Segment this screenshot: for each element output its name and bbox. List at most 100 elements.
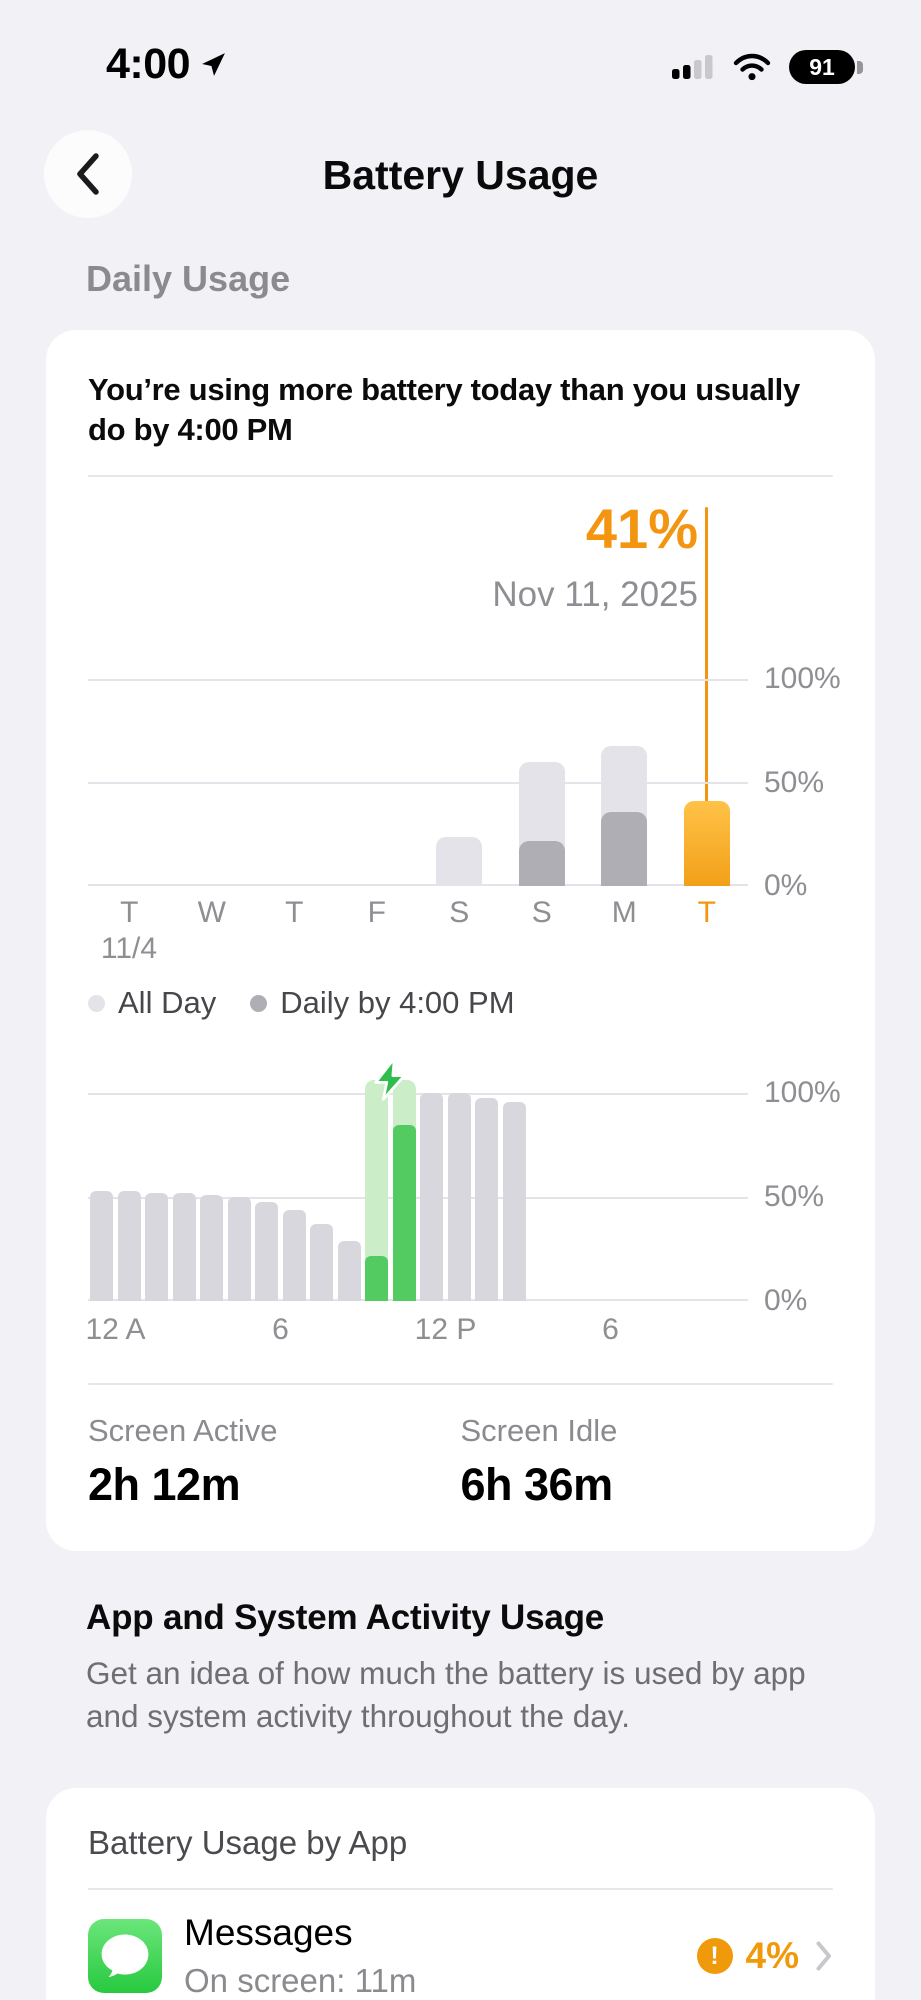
back-button[interactable] (44, 130, 132, 218)
weekly-x-label: T (120, 896, 139, 930)
hourly-battery-bar[interactable] (475, 1097, 499, 1302)
legend-dot-daily (250, 994, 268, 1012)
app-usage-row-messages[interactable]: Messages On screen: 11m 4% (88, 1912, 833, 2000)
hourly-battery-bar[interactable] (117, 1191, 141, 1302)
weekly-usage-chart: 41% Nov 11, 2025 100% 50% 0% T W T F S S M T 11… (88, 489, 841, 969)
status-bar-icons: 91 (671, 50, 863, 84)
app-card-title: Battery Usage by App (88, 1824, 408, 1861)
weekly-bar-today[interactable] (683, 801, 730, 887)
charging-bolt-icon (374, 1057, 406, 1102)
legend-dot-all-day (88, 994, 105, 1012)
activity-section-description: Get an idea of how much the battery is u… (86, 1655, 806, 1734)
screen-idle-label: Screen Idle (460, 1413, 618, 1449)
location-arrow-icon (202, 53, 226, 76)
app-text-block: Messages On screen: 11m (184, 1912, 416, 2000)
screen-time-stats: Screen Active 2h 12m Screen Idle 6h 36m (88, 1413, 833, 1511)
selected-date: Nov 11, 2025 (492, 575, 698, 615)
weekly-x-label: W (197, 896, 226, 930)
weekly-x-label: S (531, 896, 552, 930)
status-bar-time: 4:00 (106, 40, 227, 89)
selected-percent: 41% (585, 497, 698, 561)
hourly-battery-bar[interactable] (172, 1193, 196, 1302)
hourly-battery-bar[interactable] (392, 1124, 416, 1302)
cellular-signal-icon (672, 55, 713, 79)
y-tick-50: 50% (764, 1180, 825, 1214)
weekly-x-label: M (611, 896, 637, 930)
daily-usage-section-label: Daily Usage (86, 258, 291, 299)
hourly-battery-bar[interactable] (447, 1093, 471, 1302)
selected-day-line (705, 507, 708, 887)
app-name: Messages (184, 1912, 353, 1953)
y-tick-50: 50% (764, 766, 825, 800)
weekly-x-label: S (449, 896, 470, 930)
weekly-bar-daily[interactable] (518, 840, 565, 887)
divider (88, 475, 833, 478)
gridline-50 (88, 782, 748, 785)
gridline-100 (88, 1093, 748, 1096)
clock-text: 4:00 (106, 40, 191, 88)
hourly-plot (88, 1057, 748, 1302)
chevron-right-icon (815, 1940, 833, 1972)
gridline-0 (88, 1299, 748, 1302)
gridline-0 (88, 884, 748, 887)
battery-indicator: 91 (789, 50, 863, 84)
wifi-icon (733, 53, 771, 81)
weekly-x-sublabel: 11/4 (100, 932, 158, 966)
hourly-x-label: 6 (602, 1313, 619, 1347)
screen-idle-stat: Screen Idle 6h 36m (461, 1413, 834, 1511)
gridline-100 (88, 679, 748, 682)
hourly-battery-bar[interactable] (255, 1201, 279, 1302)
hourly-battery-chart: 100% 50% 0% 12 A 6 12 P 6 (85, 1047, 841, 1349)
app-battery-percent: 4% (745, 1935, 799, 1976)
hourly-battery-bar[interactable] (310, 1224, 334, 1302)
battery-pill: 91 (789, 50, 855, 84)
activity-section-title: App and System Activity Usage (86, 1598, 605, 1637)
page-title: Battery Usage (322, 152, 599, 198)
hourly-x-label: 6 (272, 1313, 289, 1347)
hourly-battery-bar[interactable] (145, 1193, 169, 1302)
hourly-battery-bar[interactable] (420, 1093, 444, 1302)
hourly-battery-bar[interactable] (365, 1255, 389, 1302)
activity-usage-section: App and System Activity Usage Get an ide… (86, 1598, 853, 1737)
y-tick-100: 100% (764, 662, 841, 696)
divider (88, 1383, 833, 1386)
app-screen-time: On screen: 11m (184, 1962, 417, 1999)
weekly-x-label: T (285, 896, 304, 930)
chart-legend: All Day Daily by 4:00 PM (88, 985, 833, 1021)
weekly-plot (88, 679, 748, 887)
hourly-battery-bar[interactable] (337, 1241, 361, 1302)
weekly-x-label: T (697, 896, 716, 930)
selected-day-callout: 41% Nov 11, 2025 (88, 501, 698, 615)
app-row-right: 4% (696, 1935, 833, 1977)
screen-idle-value: 6h 36m (460, 1459, 614, 1511)
screen-active-label: Screen Active (88, 1413, 278, 1449)
legend-label-daily: Daily by 4:00 PM (280, 985, 515, 1021)
screen-active-value: 2h 12m (88, 1459, 241, 1511)
weekly-bar-all-day[interactable] (436, 836, 483, 887)
hourly-battery-bar[interactable] (90, 1191, 114, 1302)
charging-highlight-bar (365, 1080, 389, 1302)
weekly-x-label: F (367, 896, 386, 930)
hourly-x-labels: 12 A 6 12 P 6 (85, 1313, 748, 1349)
hourly-battery-bar[interactable] (200, 1195, 224, 1302)
usage-headline: You’re using more battery today than you… (88, 372, 800, 447)
battery-tip (857, 60, 863, 74)
hourly-x-label: 12 P (414, 1313, 477, 1347)
hourly-battery-bar[interactable] (282, 1209, 306, 1302)
gridline-50 (88, 1197, 748, 1200)
daily-usage-card: You’re using more battery today than you… (46, 330, 875, 1552)
hourly-battery-bar[interactable] (502, 1101, 526, 1302)
battery-usage-by-app-card: Battery Usage by App Messages On screen:… (46, 1788, 875, 2000)
legend-label-all-day: All Day (118, 985, 217, 1021)
y-tick-0: 0% (764, 869, 808, 903)
chevron-left-icon (77, 153, 99, 195)
weekly-bar-daily[interactable] (601, 811, 648, 887)
y-tick-100: 100% (764, 1076, 841, 1110)
hourly-battery-bar[interactable] (227, 1197, 251, 1302)
messages-app-icon (88, 1919, 162, 1993)
hourly-x-label: 12 A (85, 1313, 146, 1347)
battery-percent-text: 91 (809, 53, 835, 80)
divider (88, 1888, 833, 1890)
